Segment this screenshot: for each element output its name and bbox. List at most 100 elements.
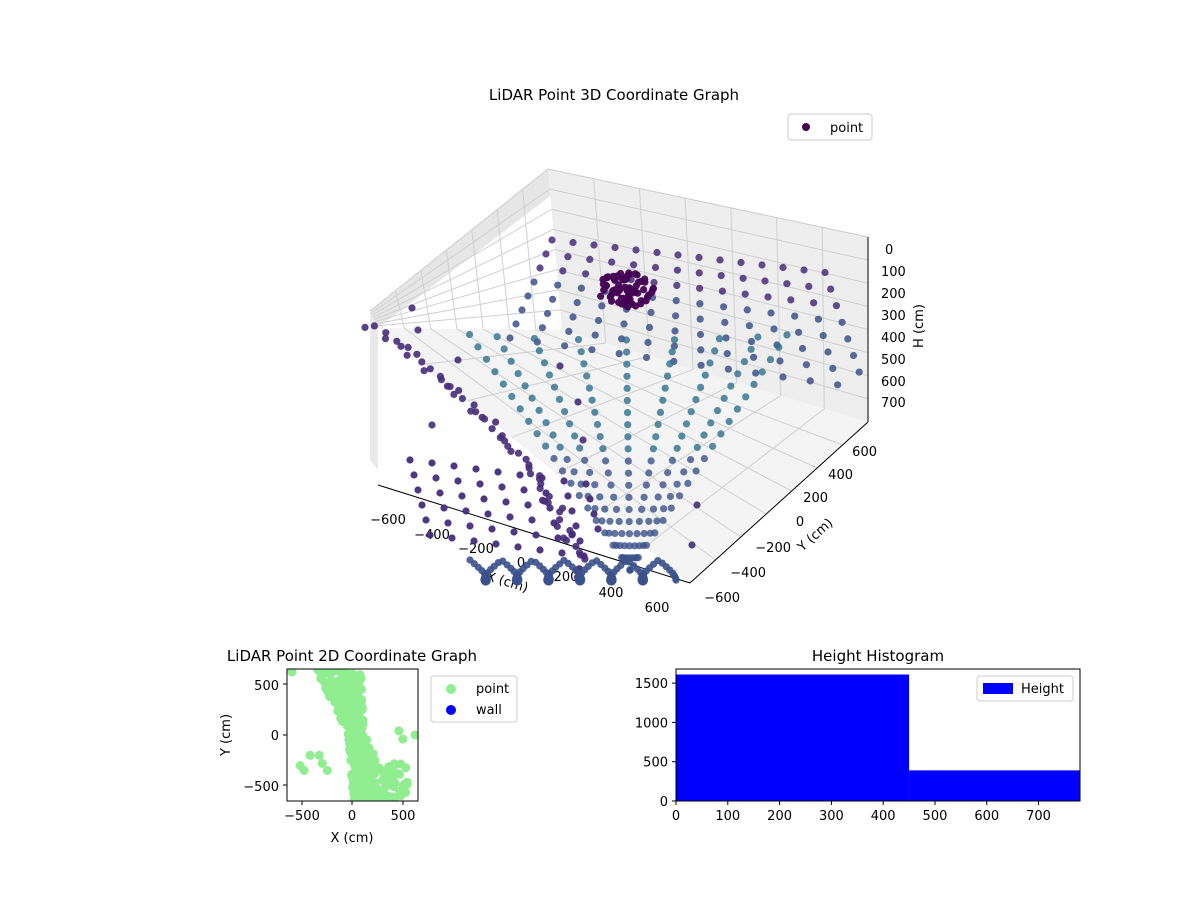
point-3d — [569, 313, 577, 321]
point-3d — [382, 329, 390, 337]
x-tick-label: −600 — [370, 513, 406, 528]
point-3d — [643, 293, 652, 301]
point-3d — [521, 382, 529, 390]
point-2d — [321, 683, 331, 693]
point-2d — [350, 679, 360, 689]
point-3d — [450, 462, 458, 470]
point-3d — [747, 337, 756, 346]
point-3d — [602, 457, 610, 465]
point-3d — [687, 456, 695, 464]
y-tick-label: −600 — [704, 591, 740, 606]
x-ticks-2d: −500 0 500 — [284, 801, 415, 824]
point-3d — [750, 380, 758, 388]
chart-2d: LiDAR Point 2D Coordinate Graph −500 0 5… — [219, 647, 518, 846]
point-3d — [472, 465, 480, 473]
point-3d — [717, 430, 725, 438]
point-3d — [510, 528, 518, 536]
point-3d — [444, 519, 452, 527]
point-3d — [623, 396, 631, 405]
point-2d — [299, 766, 309, 775]
point-2d — [371, 778, 381, 788]
point-3d — [849, 351, 858, 360]
x-tick-label: 700 — [1026, 809, 1051, 824]
point-3d — [660, 505, 668, 513]
point-2d — [371, 787, 381, 797]
point-3d — [776, 357, 784, 365]
point-3d — [649, 284, 658, 292]
legend-histogram: Height — [976, 675, 1074, 702]
point-2d — [398, 734, 408, 744]
point-3d — [700, 431, 708, 439]
point-3d — [598, 302, 606, 310]
point-3d — [733, 405, 742, 413]
point-3d — [611, 529, 619, 538]
point-3d — [783, 331, 791, 339]
x-tick-label: −500 — [284, 809, 320, 824]
z-tick-label: 100 — [881, 265, 906, 280]
point-3d — [520, 486, 528, 494]
point-3d — [621, 542, 629, 550]
point-2d — [362, 742, 372, 752]
point-3d — [506, 334, 514, 342]
point-3d — [630, 261, 638, 269]
point-3d — [653, 248, 661, 257]
point-3d — [594, 316, 603, 325]
legend-3d: point — [787, 113, 873, 141]
point-3d — [649, 445, 658, 453]
point-3d — [410, 471, 418, 479]
point-3d — [514, 370, 522, 378]
point-3d — [458, 395, 466, 403]
point-3d — [585, 384, 594, 392]
point-3d — [693, 443, 701, 451]
grid-line — [372, 228, 554, 318]
point-3d — [554, 534, 562, 542]
point-3d — [623, 286, 631, 294]
point-3d — [695, 269, 703, 277]
point-3d — [779, 263, 787, 272]
point-3d — [466, 522, 474, 530]
point-3d — [516, 405, 524, 413]
point-3d — [500, 345, 508, 353]
point-3d — [653, 517, 661, 525]
point-3d — [530, 334, 539, 343]
point-3d — [766, 356, 775, 364]
point-3d — [642, 481, 651, 489]
point-3d — [718, 287, 727, 295]
point-3d — [666, 360, 674, 368]
point-3d — [599, 275, 607, 284]
point-3d — [725, 417, 733, 426]
point-3d — [422, 516, 430, 524]
point-2d — [317, 758, 327, 768]
grid-line — [370, 188, 551, 314]
point-3d — [635, 517, 644, 526]
x-tick-label: 300 — [819, 809, 844, 824]
point-3d — [652, 433, 660, 441]
point-3d — [606, 517, 614, 525]
point-3d — [623, 409, 632, 417]
point-3d — [645, 323, 654, 332]
y-tick-label: 0 — [271, 729, 279, 744]
point-3d — [609, 272, 618, 280]
point-3d — [696, 284, 704, 292]
point-3d — [581, 456, 589, 464]
z-tick-label: 400 — [881, 331, 906, 346]
point-2d — [370, 769, 380, 779]
point-2d — [410, 730, 418, 740]
point-3d — [800, 266, 808, 274]
point-2d — [349, 795, 359, 801]
point-3d — [524, 501, 532, 509]
y-tick-label: −200 — [755, 541, 791, 556]
point-3d — [572, 522, 580, 530]
point-3d — [499, 380, 507, 388]
x-tick-label: 600 — [645, 601, 670, 616]
point-3d — [620, 320, 628, 328]
point-3d — [624, 457, 632, 465]
point-3d — [549, 431, 557, 439]
pane-left-edge — [370, 311, 378, 470]
point-3d — [514, 543, 522, 551]
point-3d — [617, 269, 625, 278]
point-3d — [507, 447, 515, 455]
point-3d — [791, 312, 799, 320]
point-3d — [577, 348, 585, 356]
point-3d — [659, 516, 667, 525]
